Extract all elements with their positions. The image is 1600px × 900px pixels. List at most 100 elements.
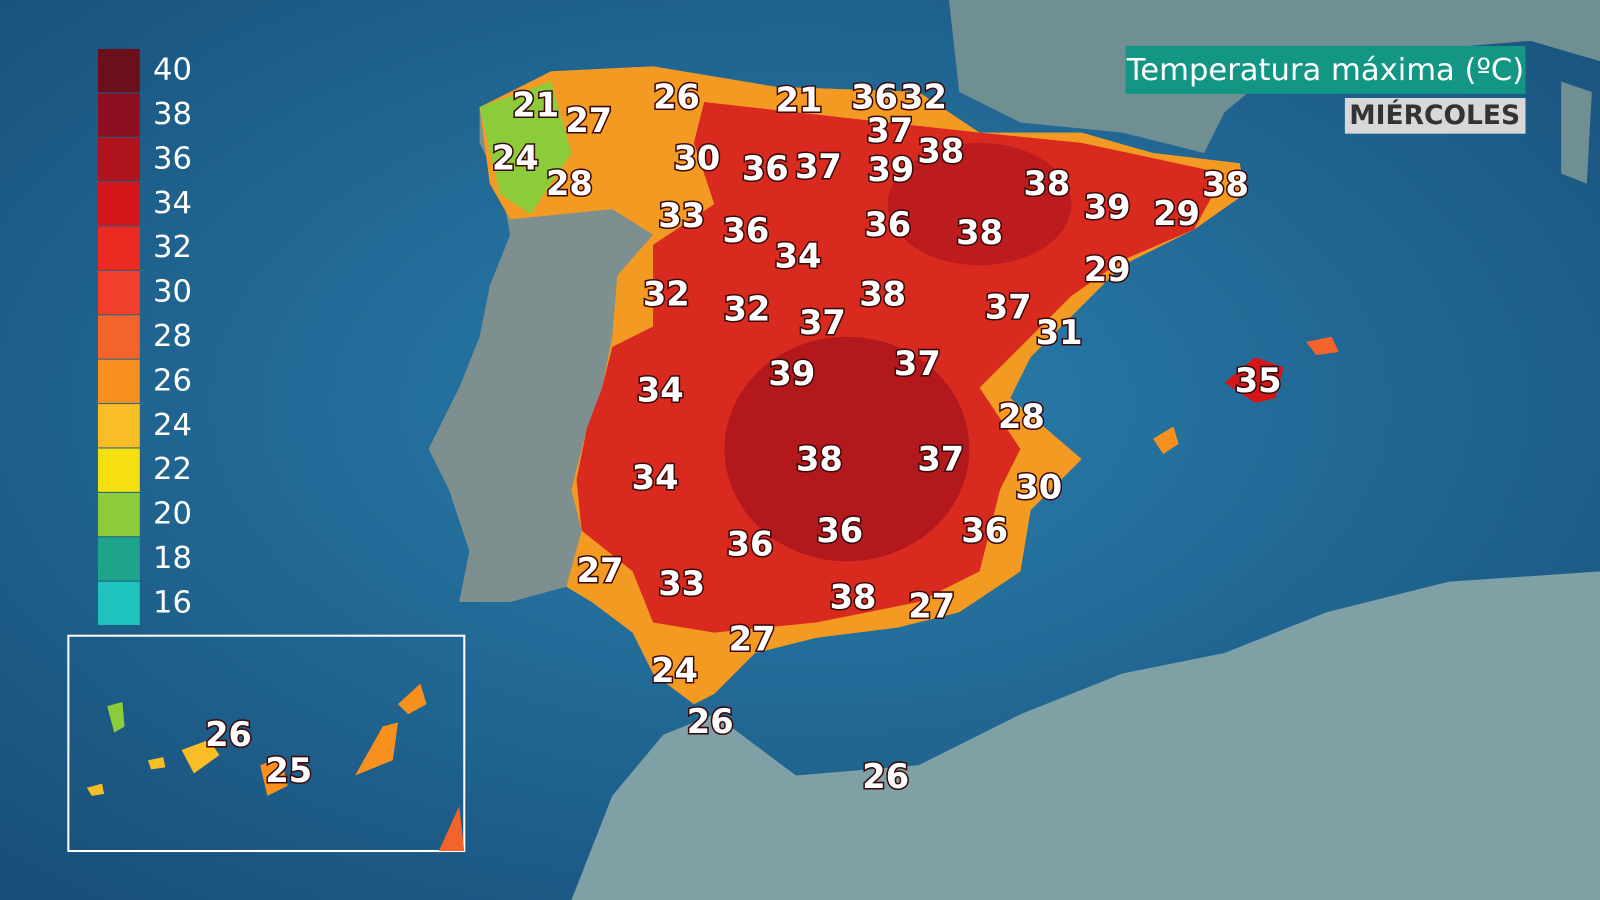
temperature-label: 38: [796, 440, 843, 479]
temperature-label: 28: [546, 164, 593, 203]
temperature-label: 36: [722, 211, 769, 250]
temperature-label: 27: [577, 551, 624, 590]
temperature-label: 31: [1036, 313, 1083, 352]
temperature-label: 33: [658, 196, 705, 235]
temperature-label: 36: [727, 524, 774, 563]
hotter-zone: [887, 142, 1072, 266]
temperature-label: 35: [1235, 361, 1282, 400]
temperature-label: 25: [265, 751, 312, 790]
galicia-zone: [479, 81, 572, 215]
island: [260, 757, 288, 796]
temperature-label: 37: [795, 147, 842, 186]
temperature-label: 27: [908, 587, 955, 626]
temperature-label: 24: [492, 139, 539, 178]
legend-swatch: [97, 448, 140, 492]
temperature-label: 32: [724, 290, 771, 329]
mallorca: [1224, 357, 1284, 404]
legend-swatch: [97, 581, 140, 625]
temperature-label: 30: [1015, 467, 1062, 506]
island: [181, 739, 220, 774]
temperature-label: 33: [658, 564, 705, 603]
temperature-label: 21: [512, 86, 559, 125]
title: Temperatura máxima (ºC): [1126, 53, 1524, 88]
menorca: [1306, 336, 1339, 356]
temperature-label: 38: [956, 213, 1003, 252]
island: [438, 806, 465, 852]
corsica: [1561, 81, 1592, 184]
temperature-label: 26: [653, 77, 700, 116]
temperature-label: 36: [816, 511, 863, 550]
island: [397, 683, 427, 715]
africa: [571, 571, 1600, 900]
temperature-label: 34: [632, 458, 679, 497]
legend-label: 30: [153, 275, 192, 310]
legend-label: 24: [153, 408, 192, 443]
temperature-label: 37: [799, 303, 846, 342]
inset-frame: [67, 634, 466, 853]
temperature-label: 27: [565, 101, 612, 140]
temperature-label: 38: [1202, 165, 1249, 204]
temperature-label: 34: [637, 370, 684, 409]
island: [86, 783, 105, 796]
temperature-label: 39: [768, 354, 815, 393]
legend-swatch: [97, 537, 140, 581]
temperature-label: 38: [830, 577, 877, 616]
temperature-label: 36: [851, 77, 898, 116]
temperature-label: 21: [776, 81, 823, 120]
temperature-label: 37: [894, 344, 941, 383]
island: [107, 702, 125, 733]
temperature-label: 36: [961, 511, 1008, 550]
temperature-label: 30: [674, 139, 721, 178]
legend-swatch: [97, 492, 140, 537]
temperature-label: 37: [917, 440, 964, 479]
subtitle-box: [1344, 97, 1526, 134]
temperature-label: 38: [1024, 164, 1071, 203]
temperature-label: 26: [862, 757, 909, 796]
temperature-label: 24: [651, 651, 698, 690]
legend-swatch: [97, 137, 140, 182]
ibiza: [1153, 426, 1179, 455]
legend-label: 32: [153, 230, 192, 265]
legend-swatch: [97, 315, 140, 359]
legend-label: 18: [153, 541, 192, 576]
legend-label: 22: [153, 452, 192, 487]
temperature-label: 34: [775, 237, 822, 276]
temperature-label: 32: [643, 274, 690, 313]
legend-label: 38: [153, 97, 192, 132]
temperature-label: 36: [742, 149, 789, 188]
legend-label: 16: [153, 585, 192, 620]
title-box: [1125, 45, 1526, 94]
temperature-label: 39: [867, 150, 914, 189]
hotter-zone: [724, 336, 970, 562]
temperature-label: 29: [1153, 194, 1200, 233]
subtitle: MIÉRCOLES: [1349, 99, 1520, 131]
temperature-label: 38: [917, 132, 964, 171]
temperature-label: 38: [859, 274, 906, 313]
temperature-label: 37: [866, 111, 913, 150]
legend-label: 20: [153, 497, 192, 532]
legend-swatch: [97, 93, 140, 137]
temperature-label: 27: [729, 619, 776, 658]
temperature-label: 26: [687, 702, 734, 741]
legend-label: 26: [153, 363, 192, 398]
temperature-label: 36: [864, 205, 911, 244]
legend-label: 34: [153, 186, 192, 221]
legend-label: 28: [153, 319, 192, 354]
temperature-label: 29: [1084, 250, 1131, 289]
legend-label: 36: [153, 141, 192, 176]
island: [355, 722, 398, 776]
temperature-label: 39: [1084, 188, 1131, 227]
temperature-label: 32: [900, 77, 947, 116]
temperature-label: 37: [985, 288, 1032, 327]
legend-swatch: [97, 270, 140, 315]
island: [147, 757, 166, 770]
legend: 40 38 36 34 32 30 28 26 24 22 20 18 16: [97, 48, 192, 625]
legend-swatch: [97, 226, 140, 270]
legend-swatch: [97, 182, 140, 226]
legend-swatch: [97, 359, 140, 404]
france: [948, 0, 1600, 154]
temperature-label: 28: [998, 397, 1045, 436]
